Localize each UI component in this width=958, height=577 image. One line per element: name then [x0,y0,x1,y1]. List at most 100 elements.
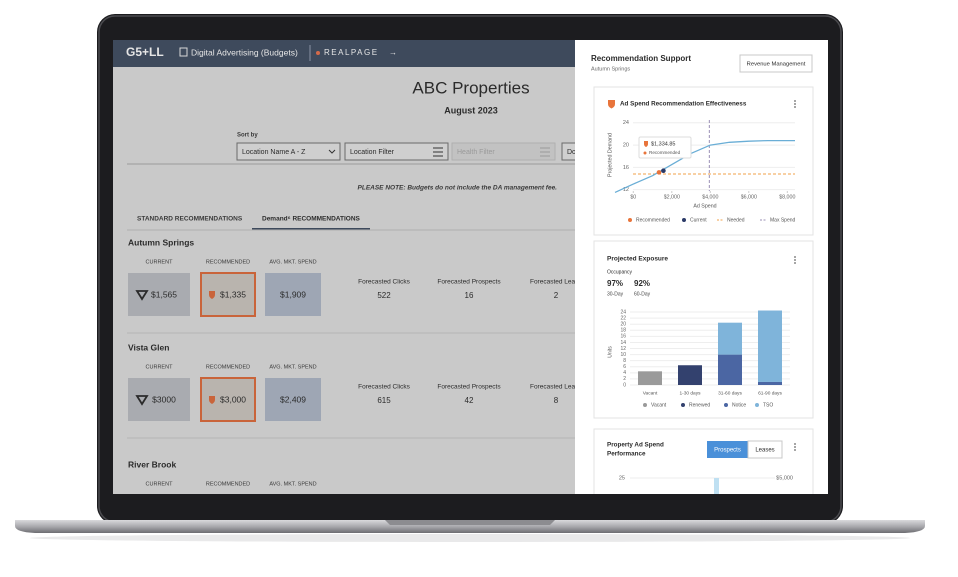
dropdown-label[interactable]: Location Filter [350,149,395,156]
tab[interactable]: STANDARD RECOMMENDATIONS [137,216,243,223]
laptop-base [15,520,925,533]
dropdown[interactable] [344,142,449,161]
panel-title: Recommendation Support [591,54,691,63]
property-list: Autumn Springs CURRENT RECOMMENDED AVG. MKT… [127,237,575,487]
tab-active[interactable]: Demand⁶ RECOMMENDATIONS [262,216,361,223]
kebab-menu[interactable] [794,256,796,264]
occupancy-period: 30-Day [607,291,624,297]
bar-segment [638,371,662,385]
legend-label: Vacant [651,402,667,408]
occupancy-label: Occupancy [607,269,633,275]
legend-label: Notice [732,402,746,408]
legend-label: Current [690,217,707,223]
column-label: RECOMMENDED [206,364,250,370]
y2-tick-label: $5,000 [776,475,793,481]
y-tick-label: 0 [623,382,626,388]
spend-value: $1,565 [151,289,177,299]
y-tick-label: 16 [620,334,626,340]
chart-title: Ad Spend Recommendation Effectiveness [620,101,747,108]
forecast-label: Forecasted Prospects [437,279,501,286]
dropdown[interactable] [451,142,556,161]
toggle-label[interactable]: Leases [755,448,774,454]
arrow-icon: → [389,48,397,57]
dropdown-label[interactable]: Location Name A - Z [242,149,306,156]
spend-value: $1,909 [280,289,306,299]
shield-icon [608,100,615,109]
toggle-label[interactable]: Prospects [714,448,741,454]
legend-label: Max Spend [770,217,796,223]
filters: Location Name A - Z Location Filter Health… [236,142,665,161]
spend-value: $3,000 [220,394,246,404]
y-tick-label: 8 [623,358,626,364]
logo: G5+LL [126,45,164,59]
bar-segment [678,365,702,385]
legend-label: Renewed [689,402,710,408]
x-tick-label: $8,000 [779,194,795,200]
trend-icon [135,290,149,301]
tooltip-icon [644,141,648,147]
bar-segment [718,354,742,385]
spend-box [265,273,321,316]
y-tick-label: 22 [620,315,626,321]
toggle-active[interactable] [707,441,748,458]
dropdown[interactable] [561,142,665,161]
occupancy-value: 97% [607,279,623,288]
toggle[interactable] [747,440,783,459]
y-tick-label: 20 [623,143,629,149]
column-label: AVG. MKT. SPEND [269,259,316,265]
effectiveness-chart: Ad Spend Recommendation Effectiveness 12 1… [607,101,795,224]
spend-value: $3000 [152,394,176,404]
forecast-value: 615 [377,396,391,405]
property-name: River Brook [128,459,176,469]
kebab-menu[interactable] [794,443,796,451]
y-tick-label: 16 [623,165,629,171]
partner-name[interactable]: REALPAGE [324,48,379,57]
tooltip-label: Recommended [649,150,681,155]
dropdown-label[interactable]: Health Filter [457,149,495,156]
card [593,86,814,236]
revenue-button[interactable]: Revenue Management [747,62,806,68]
legend-marker [755,403,759,407]
product-name[interactable]: Digital Advertising (Budgets) [191,47,298,57]
y-tick-label: 6 [623,364,626,370]
legend-label: Needed [727,217,745,223]
legend-marker [681,403,685,407]
spend-value: $1,335 [220,289,246,299]
x-tick-label: Vacant [643,390,658,396]
tooltip-value: $1,334.85 [651,141,675,147]
dropdown[interactable] [236,142,341,161]
column-label: AVG. MKT. SPEND [269,364,316,370]
spend-value: $2,409 [280,394,306,404]
legend-marker [643,403,647,407]
property-name: Autumn Springs [128,237,194,247]
tooltip-dot [643,151,647,155]
forecast-value: 522 [377,291,391,300]
legend-label: TSO [763,402,773,408]
forecast-value: 2 [554,291,559,300]
forecast-value: 16 [465,291,474,300]
x-tick-label: 1-30 days [679,390,701,396]
column-label: CURRENT [146,364,174,370]
sort-label: Sort by [237,133,258,139]
y-tick-label: 24 [620,309,626,315]
y-tick-label: 4 [623,370,626,376]
partner-mark [316,51,320,55]
shield-icon [209,396,215,404]
card [593,428,814,494]
y-tick-label: 14 [620,340,626,346]
y-tick-label: 12 [620,346,626,352]
legend-marker [724,403,728,407]
dropdown-label[interactable]: Do [567,149,576,156]
forecast-label: Forecasted Clicks [358,279,410,286]
kebab-menu[interactable] [794,100,796,108]
y-tick-label: 25 [619,475,625,481]
bar-segment [718,322,742,355]
bar-segment [758,310,782,382]
x-tick-label: $6,000 [741,194,757,200]
side-panel: Recommendation Support Autumn Springs Re… [575,40,828,494]
button-box[interactable] [739,54,813,73]
y-tick-label: 18 [620,328,626,334]
legend-marker [628,218,632,222]
chart-title: Projected Exposure [607,256,668,263]
main-area: G5+LL Digital Advertising (Budgets) REAL… [113,40,665,494]
